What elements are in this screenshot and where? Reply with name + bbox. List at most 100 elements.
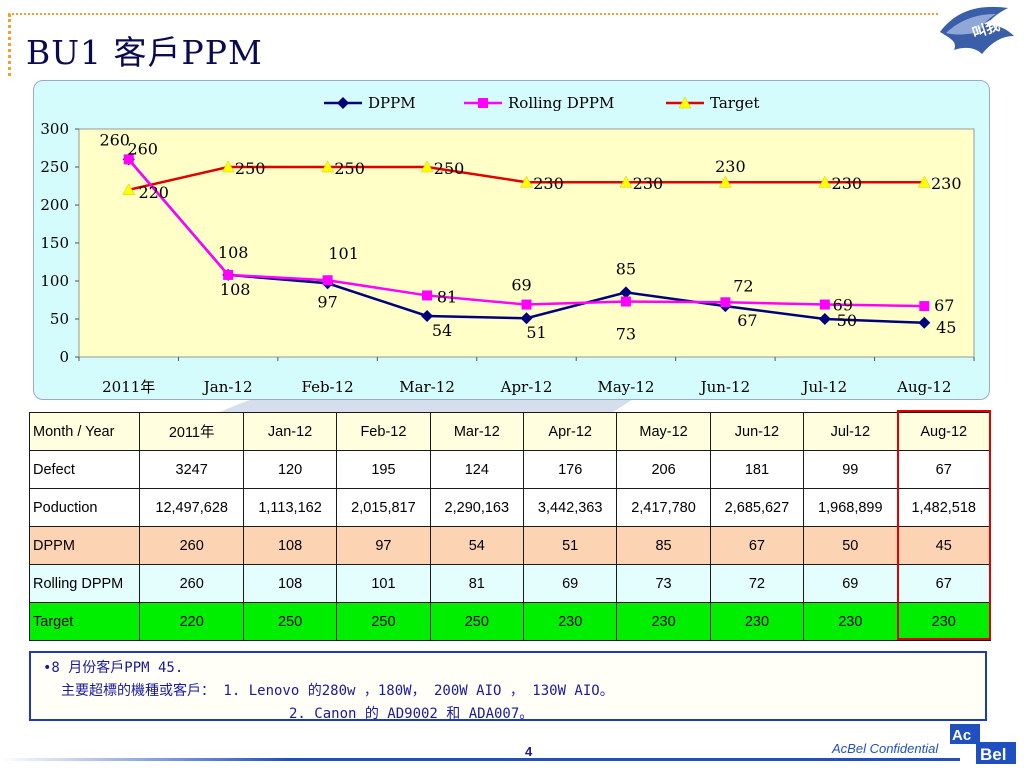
table-row-label: Poduction	[28, 488, 141, 527]
x-tick-label: Jul-12	[801, 378, 848, 396]
table-cell: 230	[896, 602, 991, 641]
data-point	[718, 175, 732, 188]
table-row: Poduction 12,497,628 1,113,162 2,015,817 2,2…	[28, 488, 991, 527]
table-cell: 230	[522, 602, 618, 641]
legend-marker	[337, 97, 349, 109]
acbel-logo-part2: Bel	[980, 745, 1006, 764]
notes-line-3: 2. Canon 的 AD9002 和 ADA007。	[289, 706, 534, 722]
table-cell: 2,290,163	[429, 488, 525, 527]
notes-box: •8 月份客戶PPM 45. 主要超標的機種或客戶： 1. Lenovo 的28…	[29, 651, 987, 722]
table-cell: 250	[336, 602, 431, 641]
left-dotted-line	[8, 14, 11, 76]
data-label: 108	[218, 243, 249, 262]
table-cell: 54	[429, 526, 525, 565]
x-tick-label: Aug-12	[896, 378, 951, 396]
data-point	[818, 313, 831, 325]
data-label: 73	[616, 325, 636, 344]
table-cell: 250	[242, 602, 338, 641]
data-point	[520, 175, 533, 188]
table-header-cell: Aug-12	[896, 412, 991, 451]
data-label: 260	[99, 130, 130, 149]
data-label: 85	[616, 259, 636, 278]
data-label: 108	[220, 280, 251, 299]
table-cell: 124	[429, 450, 525, 489]
data-label: 45	[936, 318, 956, 337]
table-header-row: Month / Year 2011年 Jan-12 Feb-12 Mar-12 Apr-1…	[28, 412, 991, 451]
data-point	[521, 299, 532, 310]
table-cell: 1,113,162	[242, 488, 338, 527]
x-tick-label: Feb-12	[301, 378, 353, 396]
table-header-cell: Jan-12	[242, 412, 338, 451]
dppm-line-chart: 0 50 100 150 200 250 300 2011年 Jan-12 Feb-12 Mar-1…	[40, 94, 975, 396]
table-cell: 220	[139, 602, 244, 641]
notes-line-1: •8 月份客戶PPM 45.	[43, 660, 184, 676]
table-cell: 260	[139, 564, 244, 603]
data-point	[122, 183, 136, 196]
table-row: Rolling DPPM 260 108 101 81 69 73 72 69 67	[28, 564, 991, 603]
table-header-cell: Mar-12	[429, 412, 525, 451]
table-cell: 67	[896, 450, 991, 489]
y-tick-label: 50	[50, 310, 69, 328]
top-dotted-line	[8, 13, 938, 15]
legend-label: Target	[710, 94, 759, 112]
data-point	[919, 301, 930, 312]
data-label: 230	[533, 174, 564, 193]
table-cell: 73	[616, 564, 711, 603]
data-point	[422, 290, 433, 301]
acbel-logo-icon: Ac Bel	[950, 724, 1016, 764]
notes-line-2: 主要超標的機種或客戶： 1. Lenovo 的280w ，180W， 200W …	[61, 683, 614, 699]
table-row: DPPM 260 108 97 54 51 85 67 50 45	[28, 526, 991, 565]
data-label: 230	[633, 174, 664, 193]
legend-label: DPPM	[368, 94, 416, 112]
table-cell: 195	[336, 450, 431, 489]
eagle-logo-icon: 叫我老鷹	[940, 6, 1018, 54]
legend-marker	[678, 96, 692, 109]
table-cell: 72	[709, 564, 805, 603]
data-label: 230	[931, 174, 962, 193]
data-point	[917, 175, 931, 188]
legend-marker	[478, 98, 488, 108]
table-row: Target 220 250 250 250 230 230 230 230 230	[28, 602, 991, 641]
table-cell: 120	[242, 450, 338, 489]
table-cell: 2,417,780	[616, 488, 711, 527]
y-tick-label: 100	[40, 272, 69, 290]
table-cell: 2,015,817	[336, 488, 431, 527]
data-point	[818, 175, 832, 188]
data-label: 50	[837, 311, 857, 330]
table-cell: 230	[709, 602, 805, 641]
table-cell: 69	[522, 564, 618, 603]
table-cell: 1,482,518	[896, 488, 991, 527]
table-header-cell: Feb-12	[336, 412, 431, 451]
data-label: 69	[833, 296, 853, 315]
data-point	[223, 269, 234, 280]
data-point	[620, 296, 631, 307]
data-point	[619, 175, 633, 188]
table-cell: 230	[616, 602, 711, 641]
table-cell: 181	[709, 450, 805, 489]
table-cell: 260	[139, 526, 244, 565]
data-label: 69	[511, 276, 531, 295]
table-cell: 230	[803, 602, 898, 641]
x-tick-label: Jan-12	[202, 378, 253, 396]
data-label: 230	[832, 174, 863, 193]
table-row-label: Defect	[28, 450, 141, 489]
y-tick-label: 0	[59, 348, 69, 366]
y-tick-label: 200	[40, 196, 69, 214]
table-cell: 12,497,628	[139, 488, 244, 527]
table-cell: 206	[616, 450, 711, 489]
data-label: 250	[235, 159, 266, 178]
acbel-logo-part1: Ac	[952, 727, 971, 744]
data-point	[420, 160, 434, 173]
table-cell: 176	[522, 450, 618, 489]
footer-line	[0, 758, 960, 761]
table-cell: 67	[709, 526, 805, 565]
y-tick-label: 250	[40, 158, 69, 176]
data-label: 81	[437, 287, 457, 306]
table-cell: 2,685,627	[709, 488, 805, 527]
legend-label: Rolling DPPM	[508, 94, 614, 112]
data-point	[421, 309, 434, 322]
data-label: 97	[317, 292, 337, 311]
x-tick-label: May-12	[597, 378, 654, 396]
table-cell: 67	[896, 564, 991, 603]
table-cell: 101	[336, 564, 431, 603]
